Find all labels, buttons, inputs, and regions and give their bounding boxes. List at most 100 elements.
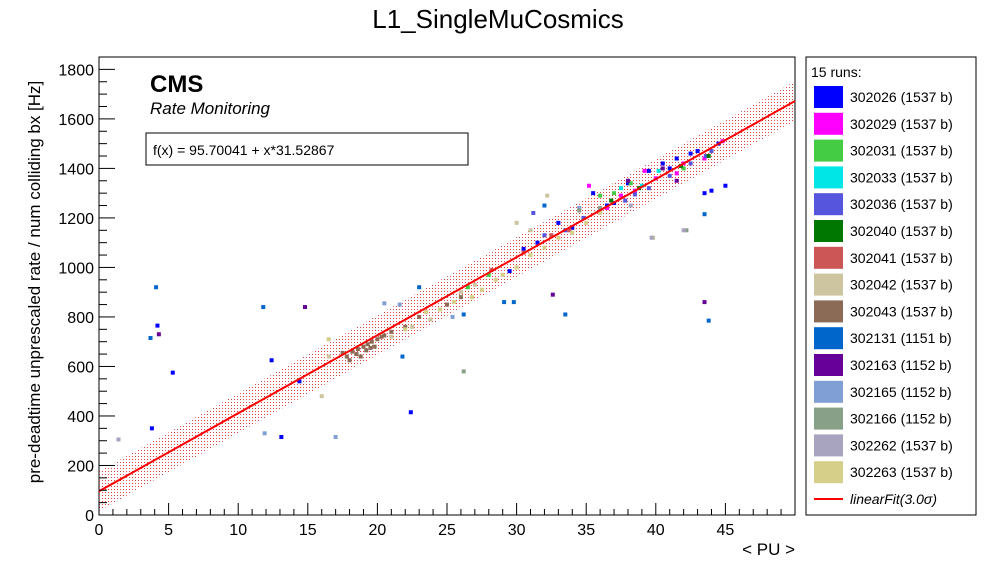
data-point bbox=[702, 300, 707, 305]
data-point bbox=[556, 220, 561, 225]
y-axis-label: pre-deadtime unprescaled rate / num coll… bbox=[25, 81, 44, 484]
legend-entry-label: 302165 (1152 b) bbox=[850, 384, 952, 400]
legend: 15 runs: 302026 (1537 b)302029 (1537 b)3… bbox=[805, 56, 977, 516]
data-point bbox=[674, 178, 679, 183]
fit-line-path bbox=[98, 100, 796, 493]
x-tick-label: 45 bbox=[717, 522, 735, 539]
data-point bbox=[649, 235, 654, 240]
data-point bbox=[542, 245, 547, 250]
data-point bbox=[563, 312, 568, 317]
data-point bbox=[375, 337, 380, 342]
y-tick-label: 0 bbox=[85, 508, 94, 525]
x-tick-label: 25 bbox=[438, 522, 456, 539]
y-tick-label: 1200 bbox=[58, 211, 94, 228]
data-point bbox=[591, 191, 596, 196]
data-point bbox=[684, 228, 689, 233]
data-point bbox=[542, 233, 547, 238]
data-point bbox=[667, 166, 672, 171]
data-point bbox=[511, 300, 516, 305]
fit-formula-text: f(x) = 95.70041 + x*31.52867 bbox=[153, 142, 335, 158]
data-point bbox=[340, 350, 345, 355]
legend-entry-label: 302163 (1152 b) bbox=[850, 357, 952, 373]
legend-swatch bbox=[814, 193, 843, 216]
data-point bbox=[702, 212, 707, 217]
y-tick-label: 200 bbox=[67, 458, 94, 475]
data-point bbox=[479, 287, 484, 292]
x-tick-label: 20 bbox=[369, 522, 387, 539]
cms-sublabel: Rate Monitoring bbox=[150, 99, 271, 118]
data-point bbox=[279, 435, 284, 440]
data-point bbox=[458, 290, 463, 295]
data-point bbox=[451, 300, 456, 305]
data-point bbox=[438, 307, 443, 312]
y-tick-label: 1000 bbox=[58, 260, 94, 277]
data-point bbox=[156, 332, 161, 337]
data-point bbox=[470, 295, 475, 300]
data-point bbox=[674, 156, 679, 161]
data-point bbox=[605, 206, 610, 211]
data-point bbox=[493, 277, 498, 282]
data-point bbox=[709, 188, 714, 193]
data-point bbox=[702, 156, 707, 161]
data-point bbox=[642, 168, 647, 173]
data-point bbox=[269, 358, 274, 363]
legend-swatch bbox=[814, 112, 843, 135]
x-tick-label: 15 bbox=[299, 522, 317, 539]
data-point bbox=[170, 370, 175, 375]
y-tick-label: 400 bbox=[67, 409, 94, 426]
data-point bbox=[379, 334, 384, 339]
data-point bbox=[646, 186, 651, 191]
data-point bbox=[410, 324, 415, 329]
data-point bbox=[408, 410, 413, 415]
legend-swatch bbox=[814, 407, 843, 430]
data-point bbox=[397, 302, 402, 307]
data-point bbox=[465, 285, 470, 290]
data-point bbox=[382, 301, 387, 306]
data-point bbox=[656, 168, 661, 173]
data-point bbox=[609, 198, 614, 203]
legend-swatch bbox=[814, 139, 843, 162]
data-point bbox=[514, 220, 519, 225]
data-point bbox=[424, 309, 429, 314]
fit-line bbox=[98, 100, 796, 493]
data-point bbox=[450, 314, 455, 319]
data-point bbox=[688, 161, 693, 166]
data-point bbox=[155, 323, 160, 328]
data-point bbox=[461, 369, 466, 374]
data-point bbox=[577, 206, 582, 211]
data-point bbox=[319, 394, 324, 399]
data-point bbox=[531, 210, 536, 215]
data-point bbox=[542, 203, 547, 208]
x-tick-label: 40 bbox=[647, 522, 665, 539]
cms-label: CMS bbox=[150, 71, 203, 98]
x-tick-label: 30 bbox=[508, 522, 526, 539]
data-point bbox=[619, 186, 623, 191]
legend-swatch bbox=[814, 220, 843, 242]
data-point bbox=[417, 314, 422, 319]
data-point bbox=[646, 168, 651, 173]
data-point bbox=[364, 348, 369, 353]
data-point bbox=[703, 154, 708, 159]
legend-fit-label: linearFit(3.0σ) bbox=[850, 491, 937, 507]
legend-entry-label: 302031 (1537 b) bbox=[850, 143, 953, 159]
data-point bbox=[400, 354, 405, 359]
data-point bbox=[528, 253, 533, 258]
legend-header: 15 runs: bbox=[811, 64, 862, 80]
data-point bbox=[570, 230, 575, 235]
y-tick-label: 800 bbox=[67, 310, 94, 327]
data-point bbox=[681, 166, 686, 171]
chart-title: L1_SingleMuCosmics bbox=[372, 4, 623, 34]
data-point bbox=[389, 334, 394, 339]
legend-items: 302026 (1537 b) 302029 (1537 b) 302031 (15… bbox=[814, 86, 953, 507]
data-point bbox=[382, 333, 387, 338]
legend-entry-label: 302033 (1537 b) bbox=[850, 169, 953, 185]
data-point bbox=[507, 269, 512, 274]
data-point bbox=[632, 192, 637, 197]
data-point bbox=[355, 347, 360, 352]
legend-swatch bbox=[814, 434, 843, 457]
data-point bbox=[149, 426, 154, 431]
data-point bbox=[598, 210, 603, 215]
data-point bbox=[303, 305, 308, 310]
